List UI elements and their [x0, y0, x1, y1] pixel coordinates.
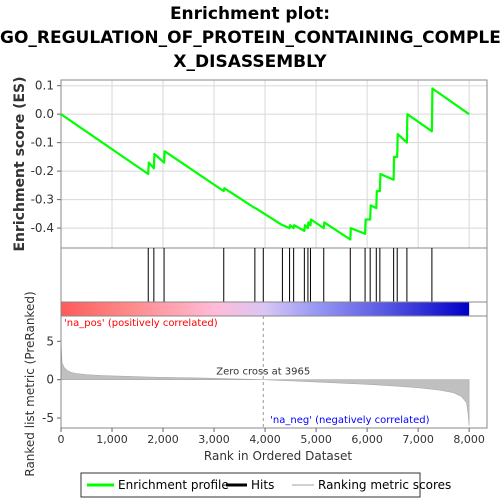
chart-title-line-2: GO_REGULATION_OF_PROTEIN_CONTAINING_COMP… [0, 28, 500, 48]
es-y-tick-label: 0.0 [35, 107, 54, 121]
x-tick-label: 6,000 [351, 433, 383, 446]
ranking-metric-area [60, 339, 470, 426]
hits-frame [60, 247, 488, 303]
x-tick-label: 3,000 [198, 433, 230, 446]
legend: Enrichment profile Hits Ranking metric sco… [80, 472, 451, 498]
x-tick-label: 4,000 [249, 433, 281, 446]
metric-panel: Zero cross at 3965 'na_pos' (positively c… [23, 291, 488, 477]
x-tick-label: 8,000 [453, 433, 485, 446]
zero-cross-label: Zero cross at 3965 [216, 367, 310, 378]
x-axis: 0 1,000 2,000 3,000 4,000 5,000 6,000 7,000 8,00… [58, 428, 485, 463]
metric-y-tick-label: 0 [46, 373, 54, 387]
metric-y-tick-label: -5 [42, 411, 54, 425]
es-plot-area [61, 80, 487, 248]
negative-correlation-label: 'na_neg' (negatively correlated) [270, 415, 429, 426]
chart-title-line-1: Enrichment plot: [169, 4, 331, 24]
metric-plot-area [61, 316, 487, 428]
positive-correlation-label: 'na_pos' (positively correlated) [64, 318, 218, 329]
es-y-tick-label: 0.1 [35, 79, 54, 93]
legend-label: Ranking metric scores [318, 478, 451, 492]
x-tick-label: 0 [58, 433, 65, 446]
legend-box [80, 472, 421, 498]
es-y-tick-label: -0.3 [31, 193, 54, 207]
chart-title: Enrichment plot: GO_REGULATION_OF_PROTEI… [0, 2, 500, 74]
legend-label: Hits [251, 478, 274, 492]
es-y-tick-label: -0.4 [31, 221, 54, 235]
metric-y-tick-label: 5 [46, 334, 54, 348]
x-tick-label: 7,000 [402, 433, 434, 446]
metric-frame [60, 315, 488, 429]
x-tick-label: 2,000 [147, 433, 179, 446]
x-axis-label: Rank in Ordered Dataset [204, 449, 352, 463]
color-bar-panel [60, 301, 488, 317]
legend-label: Enrichment profile [118, 478, 229, 492]
color-bar [61, 302, 470, 316]
hits-panel [60, 247, 488, 303]
metric-y-axis-label: Ranked list metric (PreRanked) [23, 291, 37, 476]
es-y-tick-label: -0.1 [31, 136, 54, 150]
es-y-tick-label: -0.2 [31, 164, 54, 178]
es-y-axis-label: Enrichment score (ES) [12, 76, 28, 251]
enrichment-profile-line [60, 87, 470, 241]
chart-title-line-3: X_DISASSEMBLY [173, 52, 327, 72]
x-tick-label: 5,000 [300, 433, 332, 446]
x-tick-label: 1,000 [96, 433, 128, 446]
